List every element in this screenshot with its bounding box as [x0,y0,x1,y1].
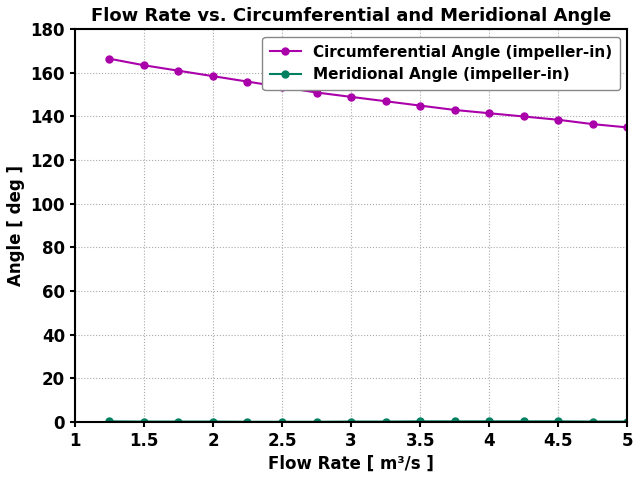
Circumferential Angle (impeller-in) [209,73,217,79]
Circumferential Angle (impeller-in) [520,114,527,120]
Circumferential Angle (impeller-in) [451,107,458,113]
Meridional Angle (impeller-in) [554,419,562,424]
Meridional Angle (impeller-in) [209,419,217,424]
Line: Meridional Angle (impeller-in): Meridional Angle (impeller-in) [106,418,631,425]
Circumferential Angle (impeller-in) [554,117,562,123]
Circumferential Angle (impeller-in) [278,84,286,90]
Circumferential Angle (impeller-in) [348,94,355,100]
Meridional Angle (impeller-in) [140,419,148,424]
Meridional Angle (impeller-in) [106,419,113,424]
Meridional Angle (impeller-in) [244,419,252,425]
Legend: Circumferential Angle (impeller-in), Meridional Angle (impeller-in): Circumferential Angle (impeller-in), Mer… [262,37,620,90]
Circumferential Angle (impeller-in) [589,121,596,127]
Meridional Angle (impeller-in) [451,419,458,424]
Circumferential Angle (impeller-in) [140,62,148,68]
Meridional Angle (impeller-in) [416,419,424,424]
Meridional Angle (impeller-in) [348,419,355,424]
Circumferential Angle (impeller-in) [623,124,631,130]
Circumferential Angle (impeller-in) [244,79,252,84]
Meridional Angle (impeller-in) [382,419,390,424]
Circumferential Angle (impeller-in) [313,90,321,96]
Title: Flow Rate vs. Circumferential and Meridional Angle: Flow Rate vs. Circumferential and Meridi… [91,7,611,25]
Circumferential Angle (impeller-in) [382,98,390,104]
Line: Circumferential Angle (impeller-in): Circumferential Angle (impeller-in) [106,55,631,131]
Circumferential Angle (impeller-in) [175,68,182,73]
Circumferential Angle (impeller-in) [485,110,493,116]
Meridional Angle (impeller-in) [485,419,493,424]
Meridional Angle (impeller-in) [520,419,527,424]
Meridional Angle (impeller-in) [175,419,182,424]
Meridional Angle (impeller-in) [623,419,631,424]
Meridional Angle (impeller-in) [278,419,286,425]
Meridional Angle (impeller-in) [589,419,596,424]
Circumferential Angle (impeller-in) [106,56,113,61]
Y-axis label: Angle [ deg ]: Angle [ deg ] [7,165,25,286]
X-axis label: Flow Rate [ m³/s ]: Flow Rate [ m³/s ] [268,455,434,473]
Circumferential Angle (impeller-in) [416,103,424,108]
Meridional Angle (impeller-in) [313,419,321,425]
